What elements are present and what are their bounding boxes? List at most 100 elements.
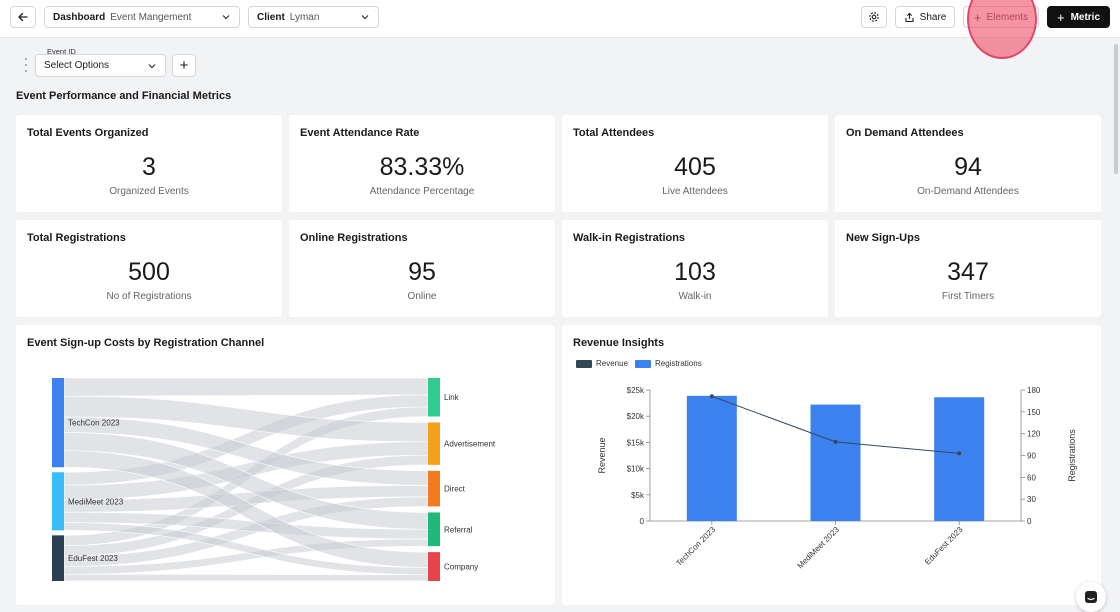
elements-button[interactable]: + Elements (963, 6, 1039, 28)
sankey-node-link[interactable] (428, 378, 440, 417)
y2-tick-label: 90 (1027, 452, 1036, 461)
kpi-subtitle: On-Demand Attendees (917, 186, 1019, 197)
registrations-bar-medimeet-2023[interactable] (810, 404, 861, 521)
y-tick-label: $10k (627, 465, 645, 474)
event-id-placeholder: Select Options (44, 60, 110, 71)
revenue-point-techcon-2023[interactable] (709, 394, 714, 399)
chevron-down-icon (222, 15, 230, 20)
gear-icon (869, 12, 879, 22)
chevron-down-icon (361, 15, 369, 20)
kpi-card: Total Events Organized 3 Organized Event… (16, 115, 282, 212)
client-select[interactable]: Client Lyman (248, 6, 379, 28)
dashboard-select[interactable]: Dashboard Event Mangement (44, 6, 240, 28)
kpi-title: Total Attendees (573, 127, 655, 139)
sankey-node-label: MediMeet 2023 (68, 497, 124, 506)
x-tick-label: TechCon 2023 (674, 525, 717, 568)
registrations-bar-techcon-2023[interactable] (686, 395, 737, 521)
revenue-point-medimeet-2023[interactable] (833, 439, 838, 444)
client-label: Client (257, 11, 285, 23)
client-value: Lyman (289, 11, 320, 23)
registrations-bar-edufest-2023[interactable] (934, 397, 985, 521)
legend-label-revenue: Revenue (596, 359, 629, 368)
sankey-node-label: Referral (444, 525, 473, 534)
kpi-card: New Sign-Ups 347 First Timers (835, 220, 1101, 317)
y2-tick-label: 0 (1027, 517, 1032, 526)
elements-label: Elements (986, 11, 1029, 23)
revenue-card: Revenue Insights Revenue Registrations 0… (562, 325, 1101, 605)
sankey-node-label: Direct (444, 485, 466, 494)
legend-revenue[interactable]: Revenue (576, 359, 628, 368)
kpi-value: 347 (947, 258, 989, 286)
legend-registrations[interactable]: Registrations (635, 359, 702, 368)
sankey-link-techcon-2023-link[interactable] (63, 377, 429, 397)
plus-icon: + (973, 9, 982, 25)
kpi-title: Event Attendance Rate (300, 127, 420, 139)
event-id-select[interactable]: Select Options (35, 54, 166, 77)
kpi-subtitle: Attendance Percentage (369, 186, 475, 197)
y-tick-label: $25k (627, 386, 645, 395)
chat-icon (1085, 591, 1097, 603)
kpi-value: 103 (674, 258, 716, 286)
sankey-node-label: Company (444, 563, 478, 572)
kpi-subtitle: Walk-in (678, 291, 712, 302)
x-tick-label: EduFest 2023 (923, 525, 965, 567)
y2-tick-label: 120 (1027, 430, 1041, 439)
sankey-node-label: Advertisement (444, 440, 496, 449)
revenue-point-edufest-2023[interactable] (957, 451, 962, 456)
x-tick-label: MediMeet 2023 (796, 525, 842, 571)
settings-button[interactable] (861, 6, 887, 28)
kpi-value: 94 (954, 153, 982, 181)
y-tick-label: $15k (627, 438, 645, 447)
legend-swatch-revenue (576, 359, 592, 368)
y2-axis-title: Registrations (1067, 429, 1077, 482)
kpi-card: Walk-in Registrations 103 Walk-in (562, 220, 828, 317)
kpi-title: Total Events Organized (27, 127, 149, 139)
chat-launcher-button[interactable] (1076, 582, 1106, 612)
metric-button[interactable]: + Metric (1047, 6, 1110, 28)
kpi-title: Online Registrations (300, 232, 408, 244)
kpi-title: Walk-in Registrations (573, 232, 686, 244)
sankey-node-referral[interactable] (428, 512, 440, 547)
kpi-value: 95 (408, 258, 436, 286)
add-filter-button[interactable]: + (172, 54, 196, 77)
metric-label: Metric (1070, 11, 1101, 23)
y2-tick-label: 60 (1027, 473, 1036, 482)
kpi-card: Event Attendance Rate 83.33% Attendance … (289, 115, 555, 212)
sankey-chart: TechCon 2023 MediMeet 2023 EduFest 2023 Lin… (52, 377, 496, 582)
share-label: Share (919, 11, 947, 23)
kpi-card: Total Registrations 500 No of Registrati… (16, 220, 282, 317)
section-title: Event Performance and Financial Metrics (16, 90, 232, 102)
y2-tick-label: 180 (1027, 386, 1041, 395)
kpi-card: On Demand Attendees 94 On-Demand Attende… (835, 115, 1101, 212)
kpi-subtitle: No of Registrations (106, 291, 192, 302)
scrollbar[interactable] (1114, 44, 1118, 174)
sankey-card: Event Sign-up Costs by Registration Chan… (16, 325, 555, 605)
arrow-left-icon (18, 12, 28, 22)
chevron-down-icon (148, 63, 156, 68)
kpi-card: Online Registrations 95 Online (289, 220, 555, 317)
sankey-node-direct[interactable] (428, 470, 440, 507)
event-id-label: Event ID (45, 47, 78, 56)
share-button[interactable]: Share (895, 6, 955, 28)
drag-handle-icon[interactable] (25, 58, 29, 72)
sankey-node-medimeet-2023[interactable] (52, 472, 64, 531)
kpi-value: 500 (128, 258, 170, 286)
kpi-value: 3 (142, 153, 156, 181)
kpi-card: Total Attendees 405 Live Attendees (562, 115, 828, 212)
sankey-node-company[interactable] (428, 552, 440, 581)
legend-label-registrations: Registrations (655, 359, 702, 368)
sankey-node-edufest-2023[interactable] (52, 535, 64, 581)
y-axis-title: Revenue (597, 437, 607, 473)
y-tick-label: $20k (627, 412, 645, 421)
sankey-node-advertisement[interactable] (428, 422, 440, 465)
y-tick-label: $5k (631, 491, 645, 500)
back-button[interactable] (10, 6, 36, 28)
sankey-link-edufest-2023-company[interactable] (63, 573, 429, 582)
sankey-node-techcon-2023[interactable] (52, 378, 64, 468)
dashboard-value: Event Mangement (110, 11, 192, 23)
sankey-node-label: TechCon 2023 (68, 419, 120, 428)
sankey-title: Event Sign-up Costs by Registration Chan… (27, 337, 265, 349)
share-icon (905, 12, 914, 22)
legend-swatch-registrations (635, 359, 651, 368)
kpi-subtitle: Organized Events (109, 186, 189, 197)
